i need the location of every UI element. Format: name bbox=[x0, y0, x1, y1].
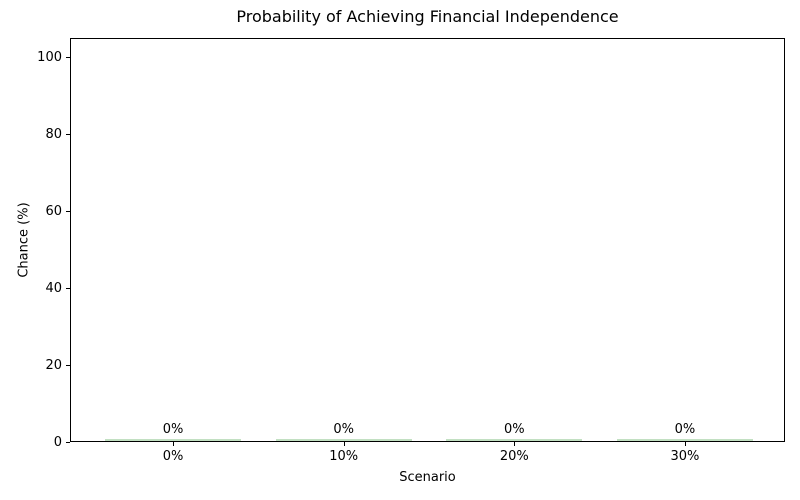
y-tick-label: 0 bbox=[53, 434, 62, 450]
bar-value-label: 0% bbox=[674, 422, 696, 437]
bar bbox=[275, 439, 412, 441]
bar-value-label: 0% bbox=[162, 422, 184, 437]
y-tick-label: 40 bbox=[45, 280, 62, 296]
bar-value-label: 0% bbox=[333, 422, 354, 437]
x-tick-label: 10% bbox=[329, 449, 359, 464]
x-tick-label: 0% bbox=[162, 449, 184, 464]
chart-title: Probability of Achieving Financial Indep… bbox=[236, 7, 619, 26]
y-tick-label: 20 bbox=[45, 357, 62, 373]
bar-value-label: 0% bbox=[504, 422, 525, 437]
x-tick-label: 30% bbox=[670, 449, 700, 464]
x-tick-mark bbox=[514, 442, 516, 446]
y-tick-label: 60 bbox=[45, 203, 62, 219]
x-axis-label: Scenario bbox=[399, 470, 456, 485]
x-tick-mark bbox=[343, 442, 345, 446]
bar bbox=[105, 439, 242, 441]
bar bbox=[616, 439, 753, 441]
x-tick-label: 20% bbox=[499, 449, 529, 464]
x-tick-mark bbox=[173, 442, 175, 446]
y-tick-mark bbox=[66, 288, 70, 290]
plot-area bbox=[70, 38, 785, 442]
x-tick-mark bbox=[684, 442, 686, 446]
y-tick-label: 100 bbox=[37, 49, 62, 65]
y-tick-label: 80 bbox=[45, 126, 62, 142]
bar bbox=[446, 439, 583, 441]
y-tick-mark bbox=[66, 211, 70, 213]
y-tick-mark bbox=[66, 134, 70, 136]
y-tick-mark bbox=[66, 365, 70, 367]
y-tick-mark bbox=[66, 442, 70, 443]
y-tick-mark bbox=[66, 57, 70, 59]
